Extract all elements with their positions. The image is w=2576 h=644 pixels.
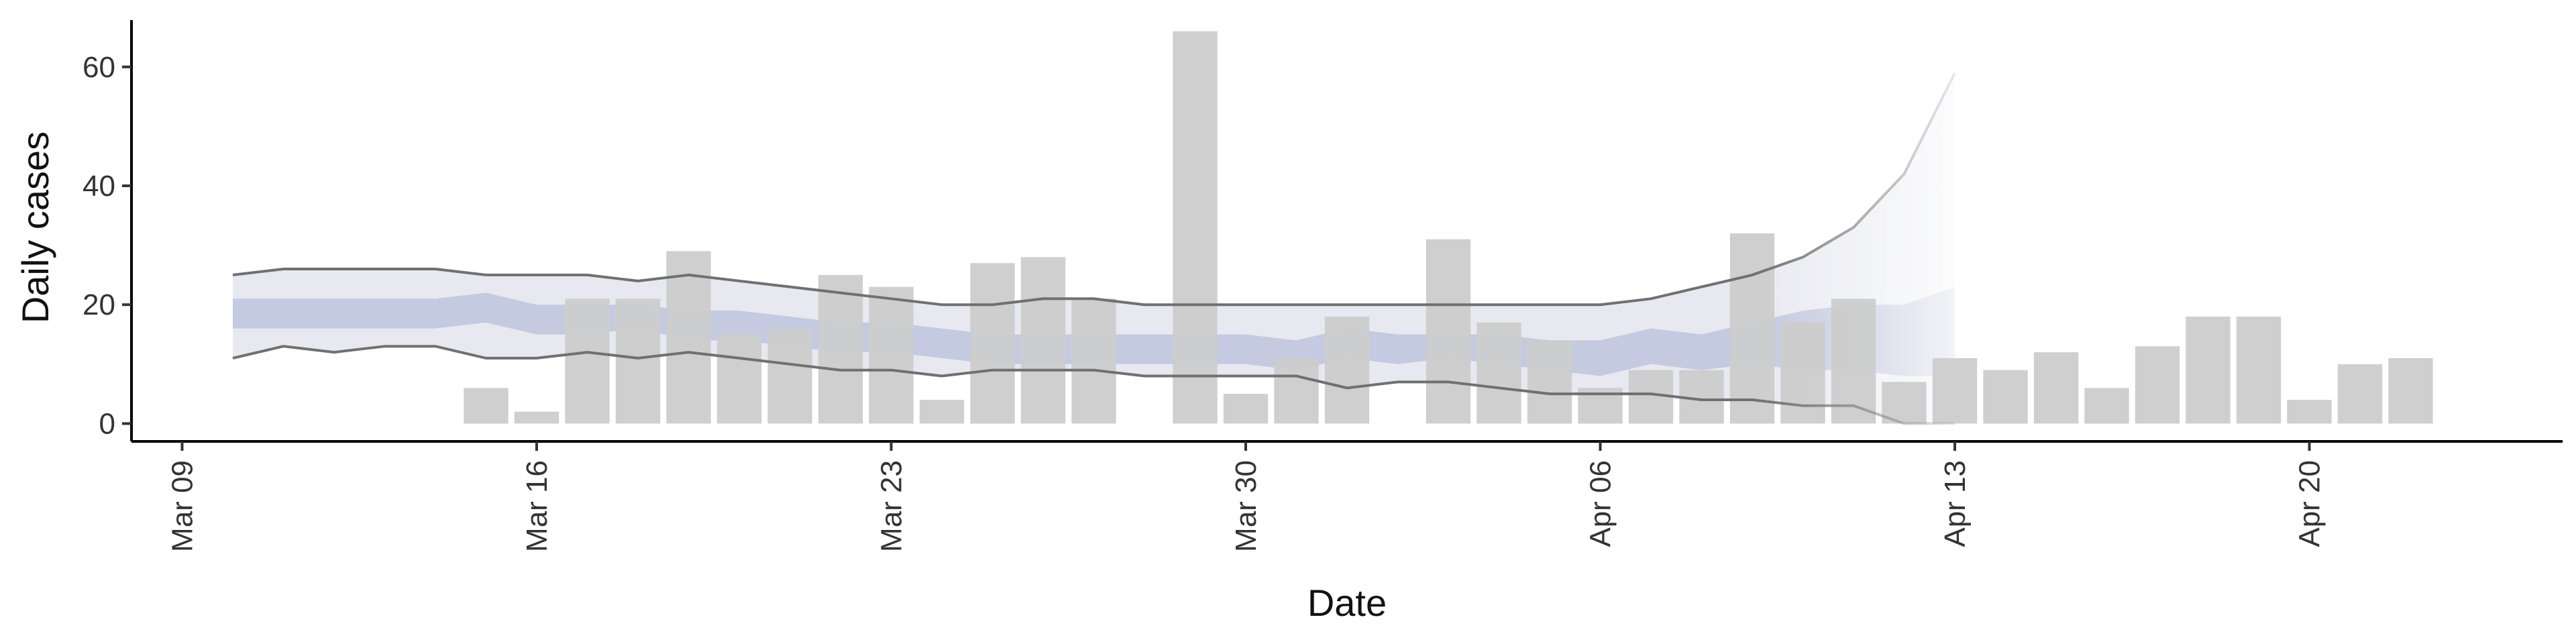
x-tick-label: Mar 16	[521, 460, 553, 552]
x-tick-label: Mar 09	[166, 460, 199, 552]
case-bar	[1173, 31, 1218, 424]
case-bar	[919, 400, 965, 424]
y-tick-label: 20	[83, 288, 115, 321]
case-bar	[1729, 233, 1775, 424]
case-bar	[1223, 394, 1269, 424]
case-bar	[1324, 316, 1370, 424]
case-bar	[1780, 322, 1825, 424]
case-bar	[666, 251, 711, 424]
y-axis-title: Daily cases	[14, 131, 56, 323]
interval-lines	[232, 72, 1956, 425]
lower-90-line	[232, 345, 1955, 425]
axes: 0 20 40 60 Mar 09 Mar 16 Mar 23 Mar 30 Apr 06 Apr…	[83, 20, 2563, 552]
case-bar	[2388, 358, 2433, 424]
case-bar	[767, 328, 812, 424]
band-90-interval	[233, 72, 1955, 424]
case-bar	[2033, 352, 2079, 424]
case-bar	[615, 299, 661, 424]
x-tick-label: Mar 30	[1230, 460, 1263, 552]
case-bar	[2186, 316, 2231, 424]
case-bar	[716, 334, 762, 424]
case-bar	[970, 263, 1015, 424]
case-bars	[464, 31, 2433, 424]
y-tick-label: 40	[83, 170, 115, 203]
case-bar	[565, 299, 610, 424]
case-bar	[1426, 239, 1471, 424]
case-bar	[2236, 316, 2282, 424]
case-bar	[1477, 322, 1521, 424]
case-bar	[1882, 382, 1927, 424]
y-tick-label: 60	[83, 51, 115, 84]
estimate-bands	[233, 72, 1955, 424]
case-bar	[2135, 346, 2180, 424]
case-bar	[1831, 299, 1876, 424]
case-bar	[1274, 358, 1319, 424]
x-tick-label: Apr 13	[1939, 460, 1972, 547]
x-tick-label: Mar 23	[875, 460, 908, 552]
case-bar	[1071, 299, 1116, 424]
case-bar	[818, 274, 863, 424]
case-bar	[869, 286, 914, 424]
case-bar	[1932, 358, 1978, 424]
band-50-interval	[233, 286, 1955, 376]
case-bar	[1527, 340, 1572, 424]
case-bar	[1983, 370, 2028, 424]
upper-90-line	[232, 72, 1956, 307]
case-bar	[464, 388, 508, 424]
y-tick-label: 0	[99, 407, 115, 440]
case-bar	[514, 411, 559, 424]
x-tick-label: Apr 20	[2294, 460, 2326, 547]
case-bar	[1020, 257, 1066, 424]
case-bar	[2287, 400, 2332, 424]
x-tick-label: Apr 06	[1585, 460, 1617, 547]
case-bar	[2084, 388, 2129, 424]
case-bar	[2337, 364, 2383, 424]
x-axis-title: Date	[1307, 582, 1387, 624]
